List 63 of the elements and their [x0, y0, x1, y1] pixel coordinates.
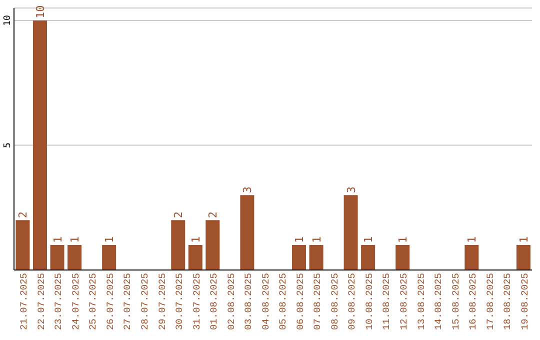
data-label: 1 [362, 236, 376, 244]
x-tick-label: 28.07.2025 [140, 272, 150, 330]
x-tick-label: 14.08.2025 [433, 272, 444, 330]
x-tick-label: 03.08.2025 [243, 272, 254, 330]
x-tick-label: 18.08.2025 [502, 272, 514, 330]
x-tick-label: 05.08.2025 [278, 272, 289, 330]
x-tick-label: 04.08.2025 [260, 272, 272, 330]
data-label: 2 [172, 211, 186, 218]
x-tick-label: 15.08.2025 [450, 272, 462, 330]
x-tick-label: 19.08.2025 [519, 272, 530, 330]
x-tick-label: 27.07.2025 [122, 272, 134, 330]
data-label: 1 [310, 236, 324, 244]
bar [68, 245, 82, 270]
data-label: 3 [344, 186, 358, 194]
data-label: 2 [16, 211, 30, 218]
data-label: 1 [51, 236, 64, 244]
bar [361, 245, 376, 270]
x-tick-label: 01.08.2025 [208, 272, 220, 330]
x-tick-label: 25.07.2025 [88, 272, 99, 330]
bar [344, 195, 358, 270]
x-tick-label: 06.08.2025 [294, 272, 306, 330]
bar [516, 245, 530, 270]
bar [396, 245, 410, 270]
x-tick-label: 17.08.2025 [484, 272, 496, 330]
bar [102, 245, 116, 270]
x-tick-label: 22.07.2025 [36, 272, 47, 330]
x-tick-label: 26.07.2025 [104, 272, 116, 330]
bar [309, 245, 324, 270]
data-label: 1 [189, 236, 202, 244]
x-tick-label: 10.08.2025 [364, 272, 375, 330]
x-tick-label: 07.08.2025 [312, 272, 324, 330]
bar [464, 245, 479, 270]
bar [32, 20, 47, 270]
x-tick-label: 30.07.2025 [174, 272, 186, 330]
x-tick-label: 02.08.2025 [226, 272, 237, 330]
data-label: 1 [292, 236, 306, 244]
bar [206, 220, 220, 270]
data-label: 1 [68, 236, 82, 244]
x-tick-label: 31.07.2025 [191, 272, 202, 330]
x-tick-label: 16.08.2025 [468, 272, 479, 330]
data-label: 2 [206, 211, 220, 218]
y-tick-label: 5 [3, 142, 13, 148]
x-tick-label: 21.07.2025 [18, 272, 30, 330]
data-label: 1 [517, 236, 530, 244]
x-tick-label: 13.08.2025 [416, 272, 427, 330]
x-tick-label: 24.07.2025 [70, 272, 82, 330]
bar [240, 195, 254, 270]
data-label: 1 [103, 236, 116, 244]
data-label: 3 [241, 186, 254, 194]
bar [171, 220, 186, 270]
bar [50, 245, 64, 270]
bar [16, 220, 30, 270]
x-tick-label: 11.08.2025 [381, 272, 392, 330]
data-label: 1 [396, 236, 410, 244]
x-tick-label: 29.07.2025 [156, 272, 168, 330]
bar [188, 245, 202, 270]
data-label: 1 [466, 236, 479, 244]
x-tick-label: 12.08.2025 [398, 272, 410, 330]
x-tick-label: 23.07.2025 [53, 272, 64, 330]
data-label: 10 [34, 5, 47, 18]
x-tick-label: 08.08.2025 [329, 272, 340, 330]
x-tick-label: 09.08.2025 [346, 272, 358, 330]
bar [292, 245, 306, 270]
